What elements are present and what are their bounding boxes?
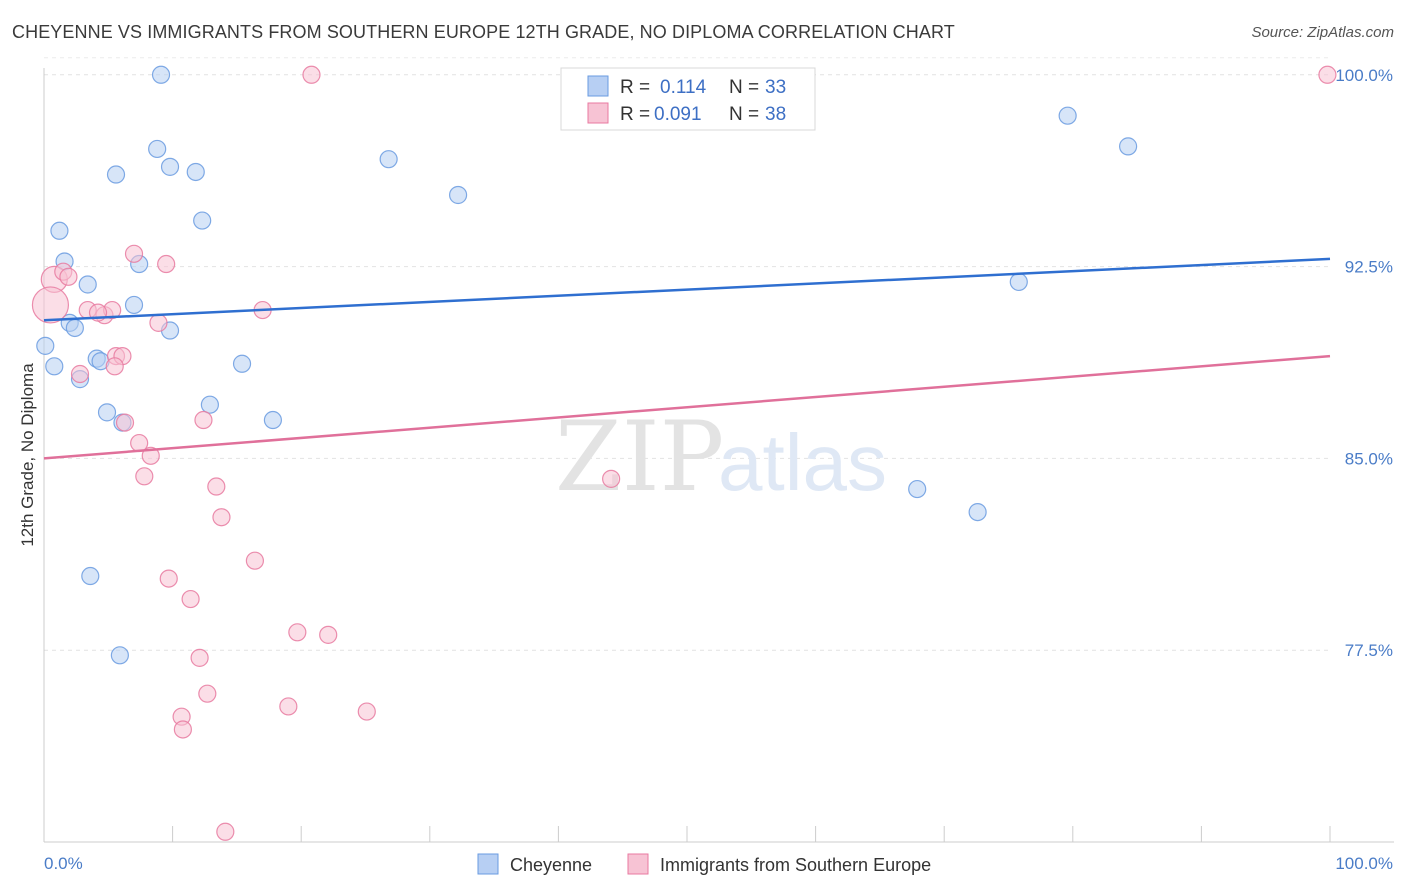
series-legend-swatch-cheyenne xyxy=(477,853,499,875)
immigrants-point xyxy=(245,551,265,570)
legend-n-value-immigrants: 38 xyxy=(765,104,786,125)
cheyenne-point xyxy=(263,410,283,430)
data-points xyxy=(31,65,1337,841)
cheyenne-point xyxy=(200,395,219,414)
y-tick-label: 85.0% xyxy=(1345,449,1393,468)
cheyenne-point xyxy=(45,357,64,376)
immigrants-point xyxy=(141,446,160,465)
x-tick-label-end: 100.0% xyxy=(1335,854,1393,873)
cheyenne-point xyxy=(160,157,180,176)
watermark-atlas: atlas xyxy=(718,418,887,507)
cheyenne-point xyxy=(110,646,129,665)
immigrants-point xyxy=(207,477,226,496)
immigrants-point xyxy=(194,410,213,430)
y-tick-label: 92.5% xyxy=(1345,258,1393,277)
legend: R = 0.114 N = 33 R = 0.091 N = 38 xyxy=(560,67,816,131)
cheyenne-point xyxy=(148,139,167,159)
y-tick-label: 100.0% xyxy=(1335,66,1393,85)
cheyenne-point xyxy=(1058,106,1077,125)
cheyenne-point xyxy=(65,318,84,338)
immigrants-point xyxy=(59,267,78,286)
cheyenne-point xyxy=(124,295,144,315)
source-credit: Source: ZipAtlas.com xyxy=(1251,24,1394,41)
trend-lines xyxy=(43,257,1331,460)
cheyenne-point xyxy=(36,336,55,355)
immigrants-trend-line xyxy=(43,354,1331,460)
immigrants-point xyxy=(159,569,178,588)
axes xyxy=(43,68,1394,843)
immigrants-point xyxy=(190,648,209,667)
immigrants-point xyxy=(302,65,321,84)
immigrants-point xyxy=(288,623,307,642)
cheyenne-trend-line xyxy=(43,257,1331,322)
immigrants-point xyxy=(149,313,168,332)
watermark-zip: ZIP xyxy=(555,401,724,513)
immigrants-point xyxy=(212,508,231,527)
immigrants-point xyxy=(357,702,376,721)
legend-r-value-immigrants: 0.091 xyxy=(654,104,702,125)
tick-labels: 77.5% 85.0% 92.5% 100.0% 0.0% 100.0% xyxy=(44,66,1393,873)
cheyenne-point xyxy=(50,221,69,240)
chart-title: CHEYENNE VS IMMIGRANTS FROM SOUTHERN EUR… xyxy=(12,22,955,42)
cheyenne-point xyxy=(78,275,97,294)
cheyenne-point xyxy=(1118,137,1138,156)
y-tick-label: 77.5% xyxy=(1345,641,1393,660)
legend-n-value-cheyenne: 33 xyxy=(765,77,786,98)
x-tick-label-start: 0.0% xyxy=(44,854,83,873)
series-legend-swatch-immigrants xyxy=(627,853,649,875)
immigrants-point xyxy=(105,357,124,376)
cheyenne-point xyxy=(232,354,252,373)
cheyenne-point xyxy=(151,65,171,84)
series-legend: Cheyenne Immigrants from Southern Europe xyxy=(477,853,931,875)
immigrants-point xyxy=(319,625,338,644)
immigrants-point xyxy=(1318,65,1337,84)
immigrants-point xyxy=(216,822,235,841)
cheyenne-point xyxy=(1009,272,1028,292)
immigrants-point xyxy=(70,364,90,384)
immigrants-point xyxy=(135,467,154,486)
cheyenne-point xyxy=(186,162,205,182)
immigrants-point xyxy=(157,254,176,274)
legend-swatch-cheyenne xyxy=(587,75,609,97)
immigrants-point xyxy=(115,413,135,432)
cheyenne-point xyxy=(193,211,212,230)
immigrants-point xyxy=(602,469,621,488)
series-legend-immigrants: Immigrants from Southern Europe xyxy=(660,855,931,875)
y-axis-label: 12th Grade, No Diploma xyxy=(18,363,37,547)
legend-n-label-immigrants: N = xyxy=(729,104,759,125)
legend-r-label-immigrants: R = xyxy=(620,104,650,125)
immigrants-point xyxy=(181,589,200,609)
immigrants-point xyxy=(31,286,70,324)
cheyenne-point xyxy=(81,566,100,586)
cheyenne-point xyxy=(379,150,398,169)
immigrants-point xyxy=(279,697,298,716)
legend-swatch-immigrants xyxy=(587,102,609,124)
cheyenne-point xyxy=(908,479,927,499)
cheyenne-point xyxy=(97,403,117,422)
legend-r-label-cheyenne: R = xyxy=(620,77,650,98)
series-legend-cheyenne: Cheyenne xyxy=(510,855,592,875)
immigrants-point xyxy=(173,720,192,739)
immigrants-point xyxy=(198,684,217,703)
legend-n-label-cheyenne: N = xyxy=(729,77,759,98)
legend-r-value-cheyenne: 0.114 xyxy=(660,77,707,98)
cheyenne-point xyxy=(448,185,468,205)
watermark: ZIP atlas xyxy=(555,401,887,513)
cheyenne-point xyxy=(968,502,987,522)
cheyenne-point xyxy=(106,165,126,184)
immigrants-point xyxy=(124,244,144,263)
